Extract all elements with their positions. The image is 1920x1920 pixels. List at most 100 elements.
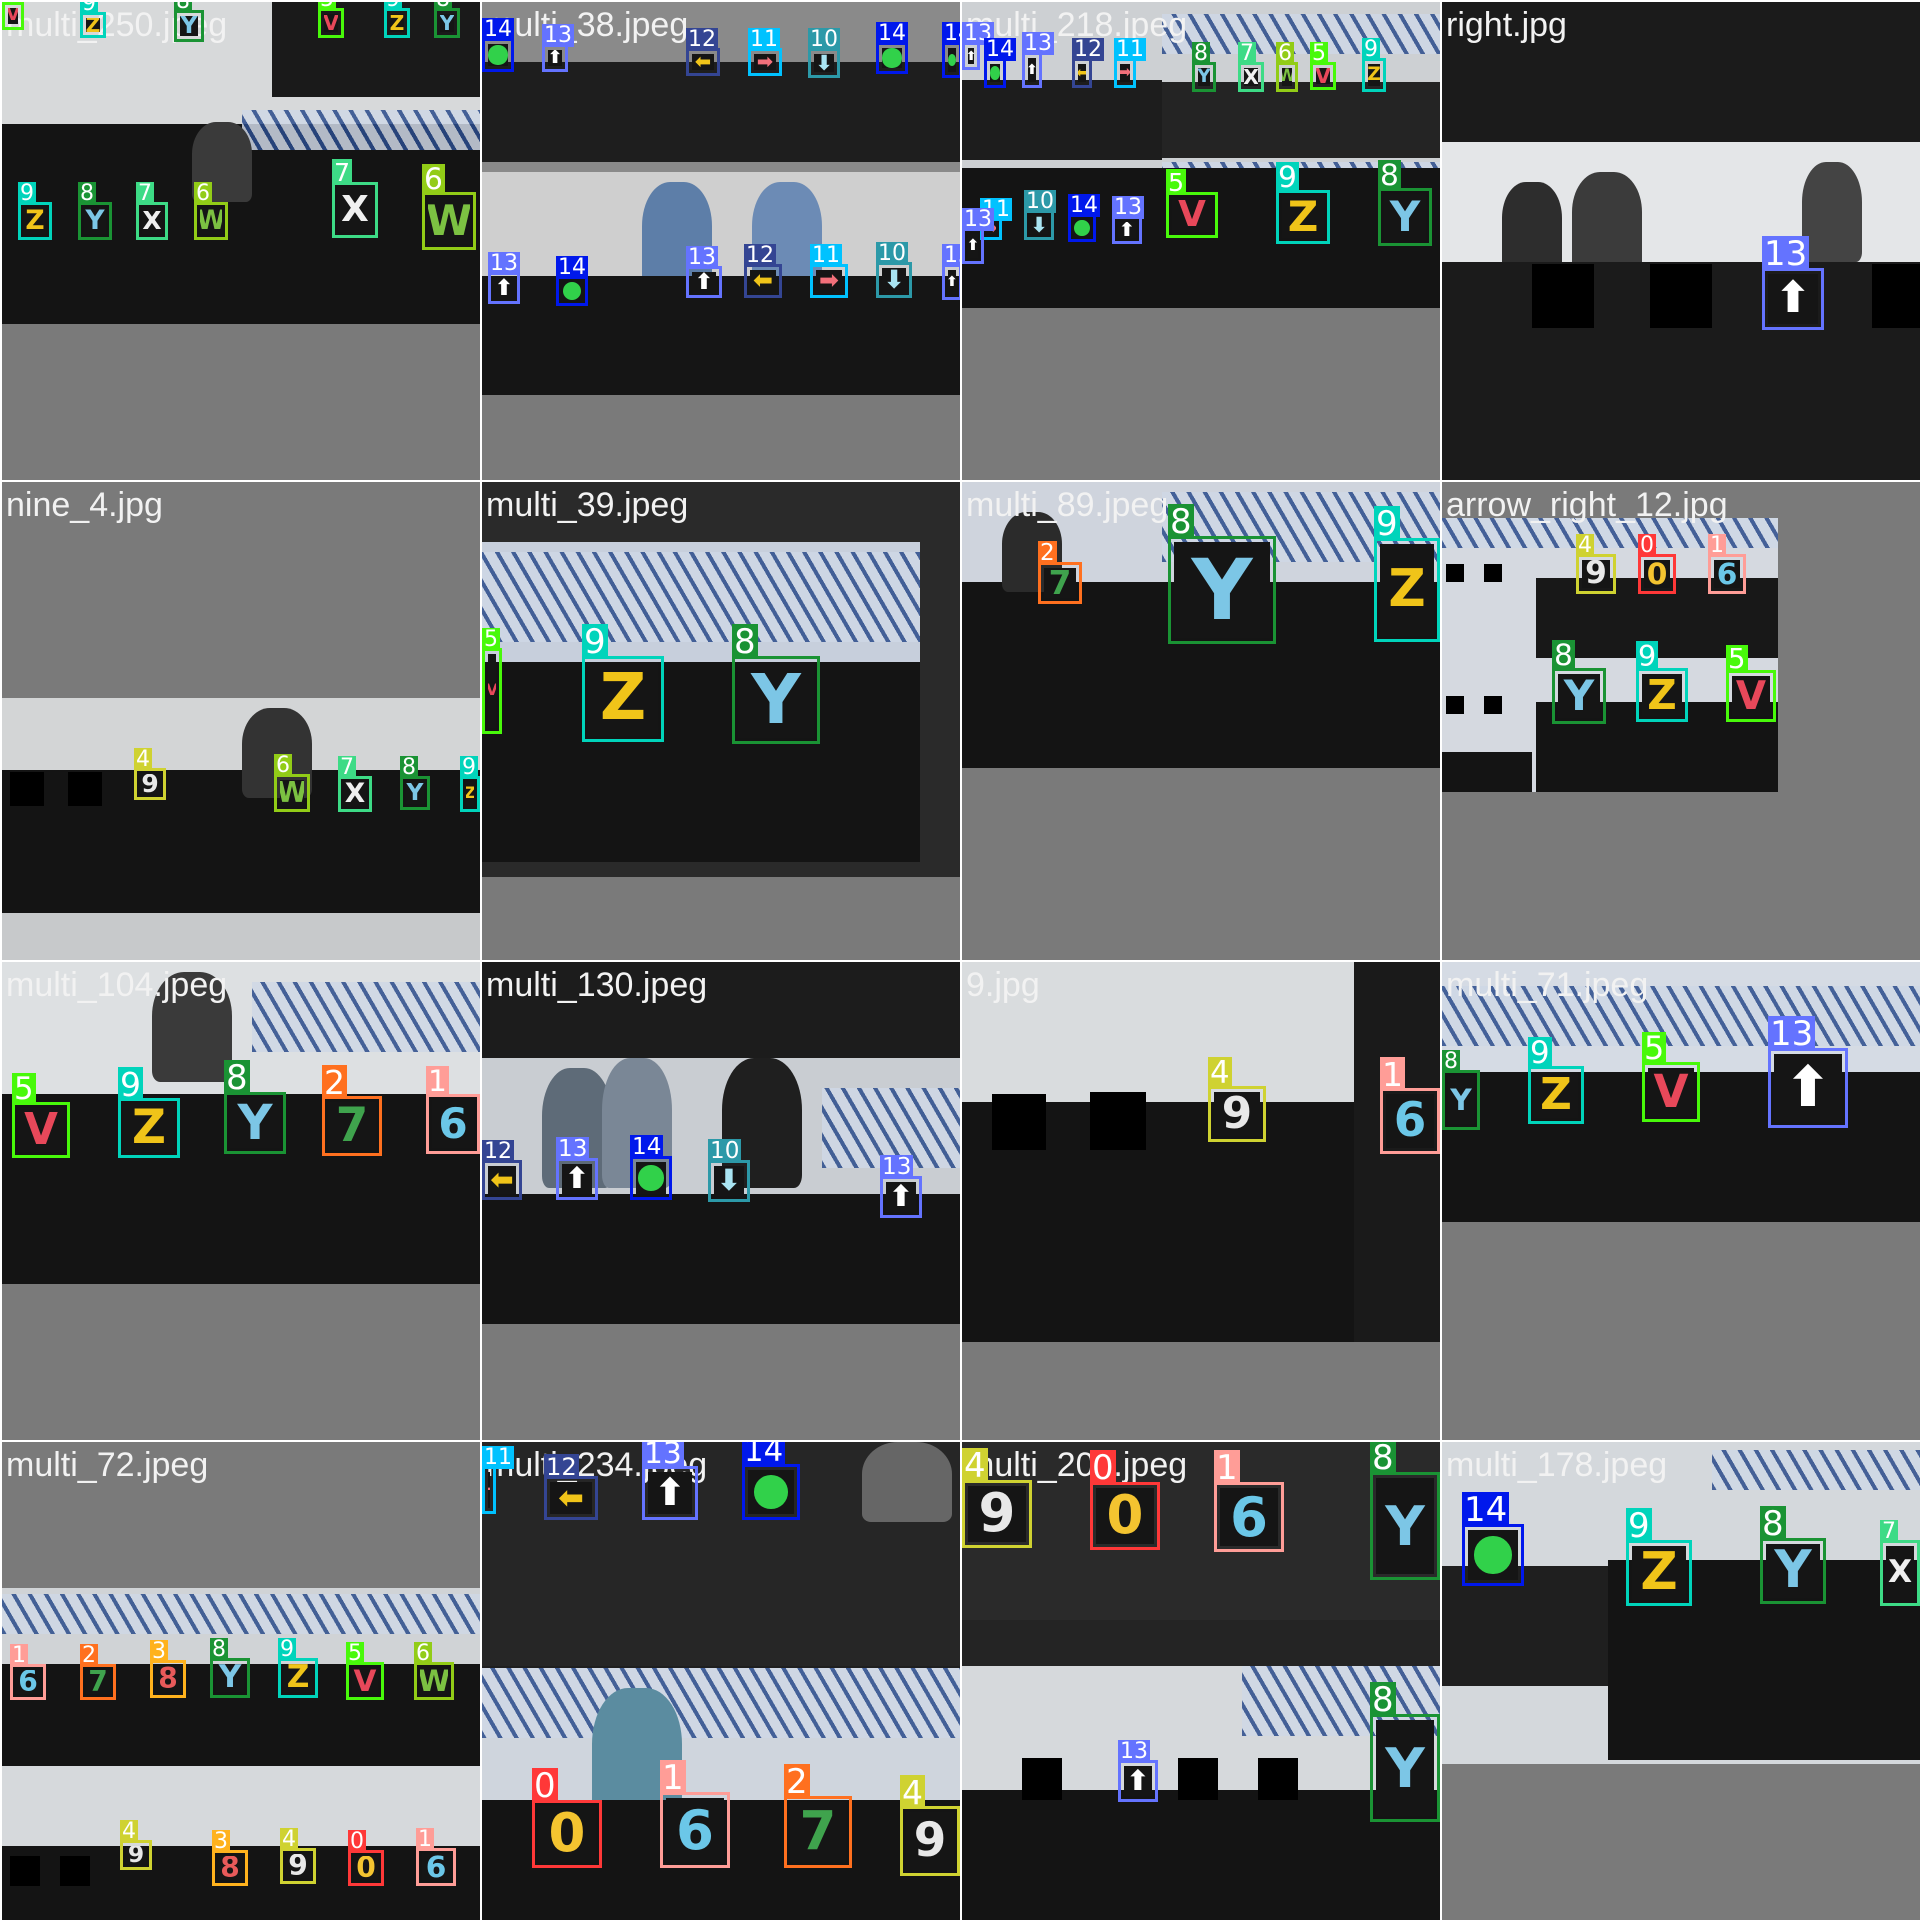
symbol-card: ⬆ [1124,1766,1152,1796]
class-id-label: 4 [900,1773,925,1812]
detection-box: 14 [742,1442,800,1520]
class-id-label: 2 [80,1643,98,1668]
symbol-card: ⬅ [692,54,714,70]
symbol-card: Y [1766,1544,1820,1598]
class-id-label: 1 [660,1758,686,1798]
green-circle-icon [638,1165,664,1191]
class-id-label: 6 [422,162,445,198]
symbol-glyph: Z [86,18,100,32]
down-arrow-icon: ⬇ [1030,216,1048,234]
right-arrow-icon: ➡ [756,54,774,70]
class-id-label: 1 [10,1643,28,1668]
detection-box: ⬆13 [962,208,994,264]
class-id-label: 13 [642,1442,684,1469]
image-filename-label: arrow_right_12.jpg [1446,486,1728,524]
symbol-card: 7 [328,1102,376,1150]
class-id-label: 4 [962,1446,988,1486]
symbol-card: 9 [968,1486,1026,1542]
symbol-card: V [1648,1068,1694,1116]
class-id-label: 11 [1114,37,1146,62]
symbol-card [990,64,1000,82]
symbol-glyph: V [1316,68,1330,84]
symbol-card: ➡ [754,54,776,70]
symbol-glyph: V [488,681,496,700]
mosaic-tile: right.jpg ⬆ 13 [1442,2,1920,480]
symbol-card: X [344,782,366,806]
symbol-glyph: Z [25,208,45,234]
detection-box: Z9 [384,2,410,38]
symbol-glyph: V [1735,676,1767,716]
symbol-card: 9 [140,774,160,794]
class-id-label: 8 [1370,1680,1396,1720]
class-id-label: 5 [12,1071,36,1108]
symbol-glyph: 7 [1048,568,1072,598]
symbol-glyph: Y [751,662,801,738]
class-id-label: 12 [686,27,718,52]
class-id-label: 9 [118,1065,143,1104]
symbol-card: 7 [1044,568,1076,598]
class-id-label: 2 [1038,539,1057,566]
class-id-label: 9 [582,622,608,662]
symbol-card: 9 [906,1812,954,1870]
class-id-label: 14 [482,17,514,42]
detection-box: ⬆13 [962,22,994,70]
photo-scene [962,962,1440,1342]
up-arrow-icon: ⬆ [1784,1055,1832,1120]
class-id-label: 13 [880,1153,914,1180]
detection-box: 14 [556,256,588,306]
symbol-card: V [18,1108,64,1152]
class-id-label: 4 [1208,1055,1232,1092]
class-id-label: 12 [544,1452,579,1481]
class-id-label: 5 [1310,41,1328,66]
class-id-label: 5 [346,1641,364,1666]
left-arrow-icon: ⬅ [558,1482,584,1514]
symbol-card: Z [1368,64,1380,86]
class-id-label: 2 [322,1063,347,1102]
symbol-card: Z [588,662,658,736]
class-id-label: 8 [1378,158,1401,194]
class-id-label: 0 [348,1829,366,1854]
class-id-label: 3 [150,1639,168,1664]
class-id-label: 14 [1068,193,1100,218]
symbol-card: ⬅ [550,1482,592,1514]
left-arrow-icon: ⬅ [1078,65,1086,81]
class-id-label: 9 [460,755,478,780]
class-id-label: 2 [784,1762,810,1802]
symbol-card: ⬆ [692,272,716,292]
symbol-glyph: V [1653,1068,1689,1116]
symbol-glyph: Z [1287,196,1319,238]
class-id-label: 13 [962,207,994,232]
class-id-label: 0 [1090,1448,1116,1488]
symbol-card: 6 [666,1798,724,1862]
symbol-glyph: Y [1385,1493,1425,1558]
class-id-label: 13 [1762,234,1810,274]
detection-box: ⬅ 12 [744,244,782,298]
symbol-card: ⬇ [882,268,906,292]
image-filename-label: multi_89.jpeg [966,486,1169,524]
symbol-card: 0 [538,1806,596,1862]
symbol-glyph: Y [1563,674,1595,718]
class-id-label: 10 [808,27,840,52]
photo-scene [2,698,480,960]
class-id-label: 9 [1528,1035,1552,1072]
image-filename-label: multi_71.jpeg [1446,966,1649,1004]
symbol-card [948,48,956,72]
